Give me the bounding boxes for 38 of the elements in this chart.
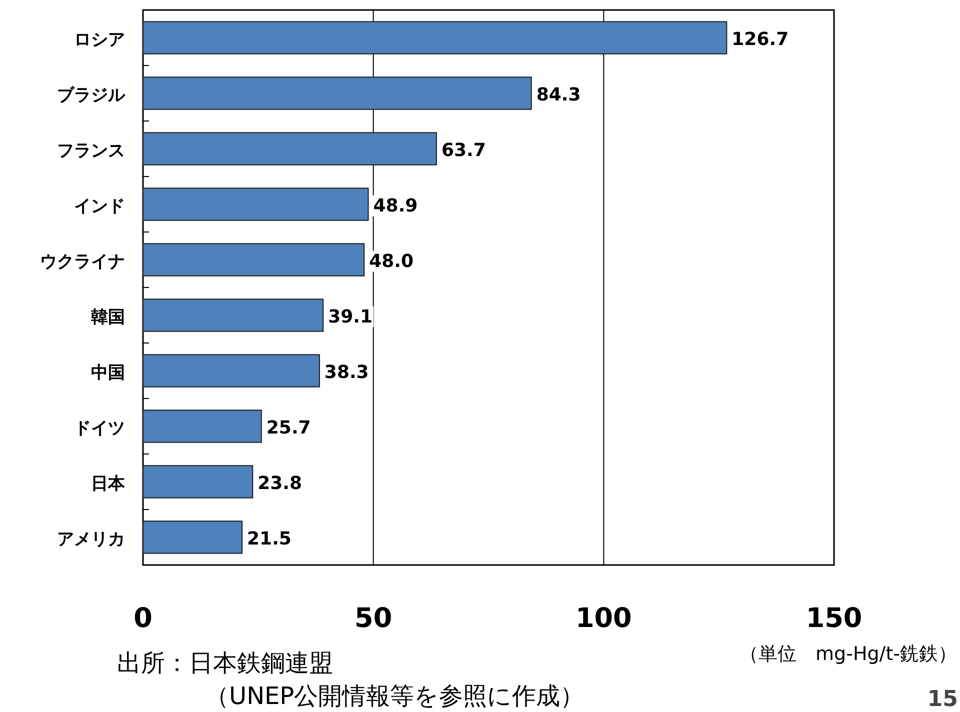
bar <box>142 410 262 443</box>
y-tick-label: 日本 <box>91 474 126 494</box>
text: 出所：日本鉄鋼連盟 <box>117 649 333 677</box>
y-tick-label: 中国 <box>91 362 125 383</box>
y-tick-label: アメリカ <box>57 529 125 550</box>
bar <box>142 243 365 276</box>
data-label: 63.7 <box>441 140 486 161</box>
bar <box>142 76 532 110</box>
x-tick-label: 150 <box>806 603 862 634</box>
y-tick-label: ブラジル <box>57 85 126 106</box>
bar <box>142 21 728 54</box>
y-tick-label: ドイツ <box>74 418 125 438</box>
x-axis-title: （単位 mg-Hg/t-銑鉄） <box>740 643 957 665</box>
bar <box>142 354 320 388</box>
data-label: 48.0 <box>369 250 414 272</box>
data-label: 21.5 <box>247 528 292 550</box>
x-tick-label: 100 <box>575 603 632 634</box>
bar <box>142 520 243 554</box>
data-label: 39.1 <box>328 306 373 328</box>
data-label: 126.7 <box>732 28 789 50</box>
x-tick-label: 50 <box>354 603 392 634</box>
data-label: 25.7 <box>266 417 311 438</box>
text: 15 <box>927 687 958 712</box>
y-tick-label: 韓国 <box>91 307 125 328</box>
bar <box>142 188 369 221</box>
y-tick-label: ロシア <box>74 30 125 50</box>
bar <box>142 132 437 166</box>
x-tick-label: 0 <box>134 603 152 634</box>
data-label: 84.3 <box>536 84 581 106</box>
y-tick-label: インド <box>74 196 125 216</box>
y-tick-label: フランス <box>57 140 125 161</box>
data-label: 38.3 <box>324 362 369 383</box>
data-label: 48.9 <box>373 195 418 216</box>
y-tick-label: ウクライナ <box>40 252 125 272</box>
text: （UNEP公開情報等を参照に作成） <box>205 682 584 710</box>
bar <box>142 298 324 332</box>
data-label: 23.8 <box>258 472 302 494</box>
bar <box>142 465 254 498</box>
